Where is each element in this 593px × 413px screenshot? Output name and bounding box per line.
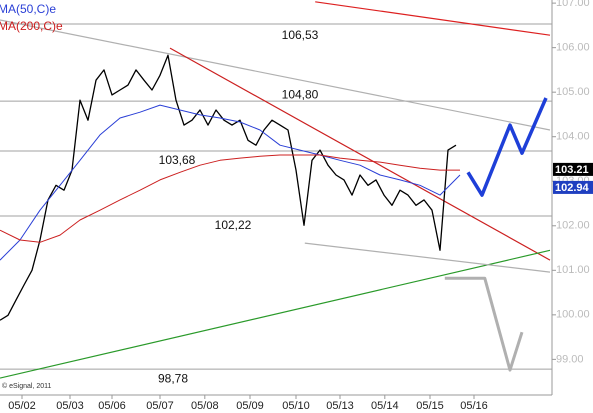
level-label: 98,78 bbox=[158, 371, 188, 385]
series-line bbox=[0, 104, 461, 261]
x-tick-label: 05/07 bbox=[146, 400, 174, 412]
y-tick-label: 106.00 bbox=[556, 42, 590, 54]
level-label: 103,68 bbox=[159, 153, 196, 167]
y-tick-label: 105.00 bbox=[556, 86, 590, 98]
series-line bbox=[466, 97, 548, 197]
last-value-box bbox=[553, 162, 593, 176]
level-label: 104,80 bbox=[282, 87, 319, 101]
x-tick-label: 05/10 bbox=[282, 400, 310, 412]
trendline bbox=[0, 249, 551, 379]
trendline bbox=[169, 47, 551, 261]
last-value-label: 102.94 bbox=[555, 182, 590, 194]
x-tick-label: 05/13 bbox=[326, 400, 354, 412]
legend-entry: MA(200,C)e bbox=[0, 19, 63, 33]
x-tick-label: 05/15 bbox=[416, 400, 444, 412]
y-tick-label: 101.00 bbox=[556, 264, 590, 276]
y-tick-label: 104.00 bbox=[556, 131, 590, 143]
trendline bbox=[315, 1, 551, 36]
level-label: 102,22 bbox=[215, 218, 252, 232]
series-line bbox=[0, 154, 460, 243]
trendline bbox=[304, 242, 551, 273]
y-tick-label: 102.00 bbox=[556, 220, 590, 232]
trendline bbox=[0, 19, 551, 131]
series-line bbox=[444, 276, 524, 372]
series-line bbox=[0, 54, 457, 321]
x-tick-label: 05/09 bbox=[236, 400, 264, 412]
x-tick-label: 05/16 bbox=[460, 400, 488, 412]
y-tick-label: 100.00 bbox=[556, 309, 590, 321]
x-tick-label: 05/02 bbox=[8, 400, 36, 412]
last-value-box bbox=[553, 180, 593, 194]
level-label: 106,53 bbox=[282, 28, 319, 42]
x-tick-label: 05/06 bbox=[98, 400, 126, 412]
copyright: © eSignal, 2011 bbox=[2, 382, 52, 390]
y-tick-label: 99.00 bbox=[556, 353, 584, 365]
x-tick-label: 05/03 bbox=[56, 400, 84, 412]
last-value-label: 103.21 bbox=[555, 164, 589, 176]
x-tick-label: 05/14 bbox=[371, 400, 399, 412]
y-tick-label: 107.00 bbox=[556, 0, 590, 9]
x-tick-label: 05/08 bbox=[191, 400, 219, 412]
legend-entry: MA(50,C)e bbox=[0, 2, 56, 16]
